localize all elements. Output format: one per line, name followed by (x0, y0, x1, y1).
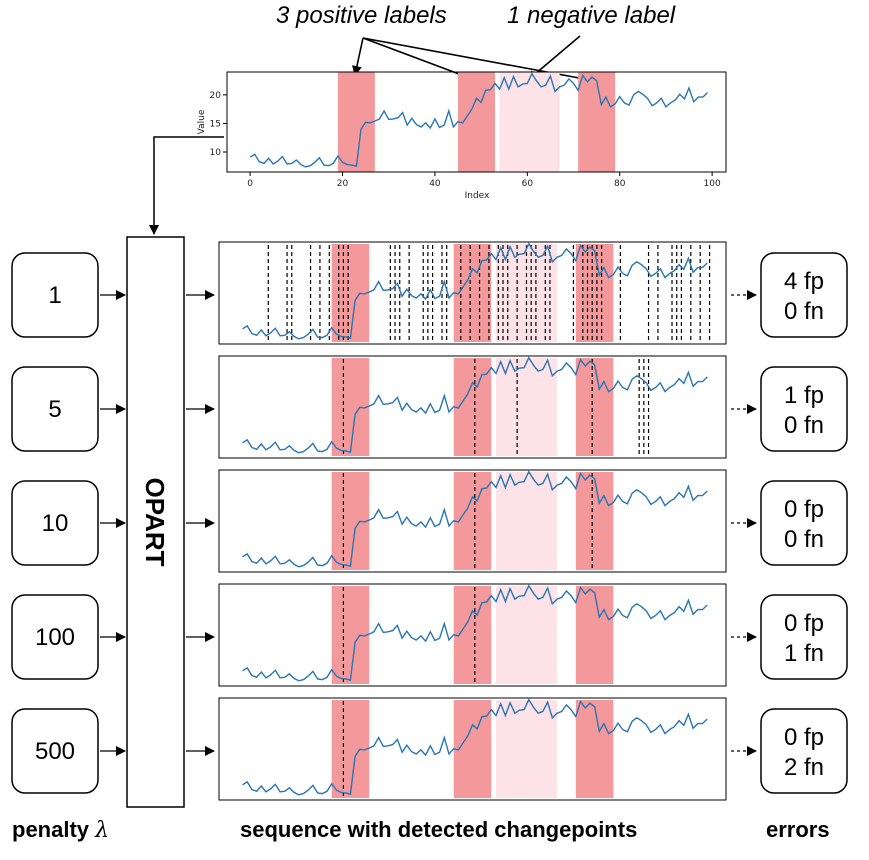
errors-box (760, 480, 848, 566)
sequence-data-line (242, 470, 708, 568)
top-y-axis-label: Value (197, 109, 207, 134)
false-negative-count: 2 fn (784, 754, 824, 781)
false-negative-count: 0 fn (784, 412, 824, 439)
sequence-plot-frame (218, 355, 727, 459)
top-positive-region (458, 72, 495, 172)
penalty-row: 100 0 fp 1 fn (11, 583, 848, 687)
penalty-value: 5 (48, 396, 61, 423)
positive-label-region (331, 472, 370, 570)
arrow-to-positive-1 (352, 37, 364, 76)
false-negative-count: 1 fn (784, 640, 824, 667)
negative-label-region (495, 700, 557, 798)
penalty-value: 100 (35, 624, 75, 651)
top-plot: 0 20 40 60 80 100 10 15 20 Index Value (197, 71, 727, 201)
negative-label-region (495, 586, 557, 684)
penalty-row: 5 1 fp 0 fn (11, 355, 848, 459)
negative-label-region (495, 472, 557, 570)
sequence-plot-frame (218, 241, 727, 345)
negative-label-region (495, 358, 557, 456)
false-positive-count: 0 fp (784, 610, 824, 637)
false-positive-count: 0 fp (784, 496, 824, 523)
sequence-data-line (242, 584, 708, 682)
penalty-footer-label: penalty λ (12, 817, 109, 843)
false-positive-count: 4 fp (784, 268, 824, 295)
positive-label-region (575, 358, 614, 456)
sequence-plot-frame (218, 697, 727, 801)
sequence-footer-label: sequence with detected changepoints (240, 817, 637, 842)
errors-box (760, 594, 848, 680)
input-connector-arrow (149, 136, 224, 235)
positive-label-region (331, 700, 370, 798)
positive-label-region (331, 358, 370, 456)
top-y-tick-label: 15 (210, 119, 221, 129)
top-label-regions (337, 72, 616, 172)
false-positive-count: 1 fp (784, 382, 824, 409)
positive-label-region (575, 586, 614, 684)
errors-box (760, 366, 848, 452)
negative-label-annotation: 1 negative label (507, 2, 676, 29)
penalty-box (11, 480, 99, 566)
top-y-tick-label: 20 (210, 91, 222, 101)
penalty-box (11, 594, 99, 680)
positive-label-region (331, 586, 370, 684)
top-x-tick-label: 80 (614, 179, 626, 189)
top-x-tick-label: 0 (247, 179, 253, 189)
opart-box (126, 236, 185, 808)
penalty-value: 500 (35, 738, 75, 765)
false-negative-count: 0 fn (784, 526, 824, 553)
sequence-data-line (242, 698, 708, 796)
top-positive-region (578, 72, 616, 172)
top-x-axis-label: Index (465, 191, 490, 201)
penalty-box (11, 366, 99, 452)
penalty-box (11, 708, 99, 794)
penalty-box (11, 252, 99, 338)
penalty-rows: 1 4 fp 0 fn 5 1 fp 0 fn 10 0 fp 0 fn 100 0 fp 1 fn 5… (11, 241, 848, 801)
top-x-tick-label: 60 (522, 179, 534, 189)
top-y-ticks: 10 15 20 (210, 91, 227, 158)
false-negative-count: 0 fn (784, 298, 824, 325)
top-data-line (249, 72, 708, 168)
positive-label-region (331, 244, 370, 342)
top-x-ticks: 0 20 40 60 80 100 (247, 172, 721, 189)
top-x-tick-label: 20 (337, 179, 349, 189)
penalty-row: 1 4 fp 0 fn (11, 241, 848, 345)
positive-label-region (575, 472, 614, 570)
penalty-value: 1 (48, 282, 61, 309)
top-x-tick-label: 100 (704, 179, 721, 189)
errors-box (760, 708, 848, 794)
arrow-to-positive-2 (362, 37, 476, 82)
sequence-plot-frame (218, 469, 727, 573)
sequence-plot-frame (218, 583, 727, 687)
top-x-tick-label: 40 (429, 179, 441, 189)
errors-footer-label: errors (766, 817, 830, 842)
penalty-row: 10 0 fp 0 fn (11, 469, 848, 573)
errors-box (760, 252, 848, 338)
positive-label-region (575, 700, 614, 798)
sequence-data-line (242, 356, 708, 454)
false-positive-count: 0 fp (784, 724, 824, 751)
penalty-value: 10 (42, 510, 69, 537)
top-positive-region (337, 72, 375, 172)
top-y-tick-label: 10 (210, 148, 222, 158)
positive-label-region (575, 244, 614, 342)
penalty-row: 500 0 fp 2 fn (11, 697, 848, 801)
opart-label: OPART (140, 477, 170, 566)
sequence-data-line (242, 242, 708, 340)
top-plot-frame (226, 71, 727, 173)
positive-labels-annotation: 3 positive labels (276, 2, 447, 29)
